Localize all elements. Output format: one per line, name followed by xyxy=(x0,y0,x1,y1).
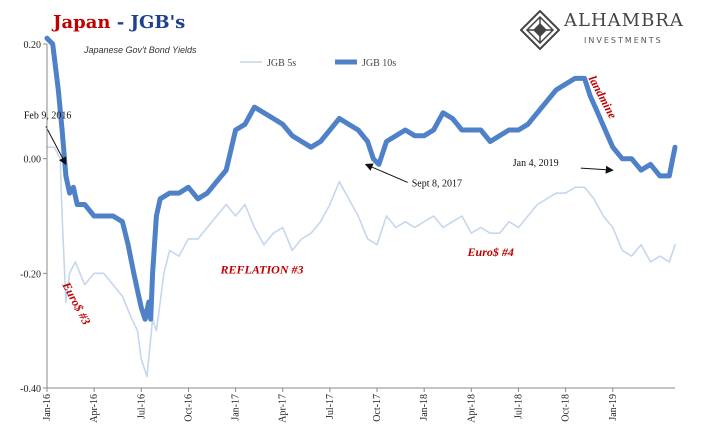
chart-subtitle: Japanese Gov't Bond Yields xyxy=(84,45,197,55)
y-tick-label: 0.00 xyxy=(24,155,42,166)
x-tick-label: Oct-16 xyxy=(183,394,194,422)
x-tick-label: Jan-17 xyxy=(231,394,242,421)
y-tick-label: -0.40 xyxy=(20,384,41,395)
annotation-label: REFLATION #3 xyxy=(220,262,304,276)
legend-label: JGB 10s xyxy=(362,58,396,69)
x-tick-label: Apr-17 xyxy=(278,394,289,423)
x-tick-label: Oct-17 xyxy=(372,394,383,422)
x-tick-label: Apr-16 xyxy=(89,394,100,423)
x-tick-label: Jan-18 xyxy=(419,394,430,421)
annotation-label: Sept 8, 2017 xyxy=(412,178,462,189)
annotation-label: Euro$ #3 xyxy=(59,279,94,327)
x-tick-label: Jan-19 xyxy=(608,394,619,421)
x-tick-label: Oct-18 xyxy=(561,394,572,422)
x-tick-label: Jul-17 xyxy=(325,394,336,419)
x-tick-label: Jul-18 xyxy=(513,394,524,419)
series-line-jgb-5s xyxy=(46,146,676,378)
chart-title-part1: Japan xyxy=(53,12,111,33)
y-tick-label: -0.20 xyxy=(20,269,41,280)
chart-title-part2: - JGB's xyxy=(110,12,186,33)
annotation-label: Feb 9, 2016 xyxy=(24,110,72,121)
series-line-jgb-10s xyxy=(44,35,678,322)
alhambra-logo: ALHAMBRA INVESTMENTS xyxy=(520,8,700,52)
diamond-logo-icon xyxy=(520,10,560,50)
chart-title: Japan - JGB's xyxy=(53,12,185,33)
logo-sub: INVESTMENTS xyxy=(584,36,663,45)
annotation-arrow xyxy=(580,165,614,174)
x-tick-label: Jan-16 xyxy=(42,394,53,421)
annotation-label: Euro$ #4 xyxy=(467,245,514,259)
annotation-arrow xyxy=(364,163,408,183)
x-tick-label: Jul-16 xyxy=(136,394,147,419)
annotation-label: Jan 4, 2019 xyxy=(513,158,559,169)
legend-label: JGB 5s xyxy=(267,58,296,69)
annotation-arrow xyxy=(45,126,67,166)
logo-name: ALHAMBRA xyxy=(564,10,684,31)
y-tick-label: 0.20 xyxy=(24,40,42,51)
x-tick-label: Apr-18 xyxy=(466,394,477,423)
